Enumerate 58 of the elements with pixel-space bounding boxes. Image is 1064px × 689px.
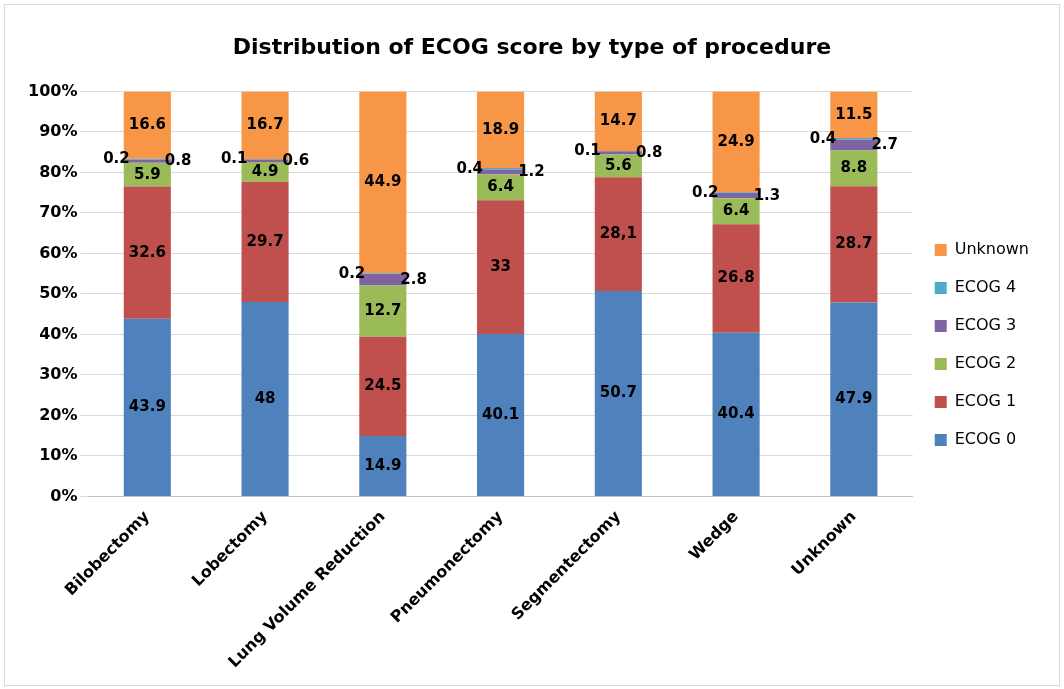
data-label: 0.2 — [338, 263, 366, 282]
data-label: 1.3 — [753, 185, 781, 204]
legend-label: ECOG 3 — [954, 315, 1017, 335]
data-label: 0.1 — [574, 141, 601, 160]
data-label: 0.8 — [164, 150, 192, 169]
data-label: 0.4 — [456, 158, 484, 177]
legend-label: ECOG 1 — [954, 391, 1017, 411]
data-label: 24.5 — [364, 376, 402, 395]
data-label: 16.6 — [128, 114, 166, 133]
y-tick-label: 70% — [39, 202, 78, 222]
y-tick-label: 100% — [27, 80, 78, 100]
data-label: 11.5 — [835, 104, 873, 123]
data-label: 0.8 — [635, 142, 663, 161]
data-label: 12.7 — [364, 301, 402, 320]
data-label: 14.9 — [364, 455, 402, 474]
data-label: 14.7 — [599, 111, 637, 130]
data-label: 28.7 — [835, 234, 873, 253]
legend-label: Unknown — [954, 239, 1030, 259]
data-label: 5.9 — [134, 164, 161, 183]
chart-title: Distribution of ECOG score by type of procedure — [232, 33, 832, 59]
data-label: 18.9 — [482, 119, 520, 138]
data-label: 6.4 — [487, 177, 514, 196]
data-label: 32.6 — [128, 242, 166, 261]
data-label: 40.1 — [482, 404, 520, 423]
y-tick-label: 20% — [39, 404, 78, 424]
y-tick-label: 0% — [50, 485, 78, 505]
data-label: 44.9 — [364, 172, 402, 191]
y-tick-label: 10% — [39, 445, 78, 465]
legend-label: ECOG 0 — [954, 429, 1017, 449]
y-tick-label: 80% — [39, 161, 78, 181]
data-label: 1.2 — [518, 161, 545, 180]
data-label: 40.4 — [717, 404, 755, 423]
data-label: 28,1 — [599, 224, 637, 243]
legend-label: ECOG 4 — [954, 277, 1017, 297]
data-label: 5.6 — [605, 155, 632, 174]
y-tick-label: 30% — [39, 364, 78, 384]
y-tick-label: 40% — [39, 323, 78, 343]
data-label: 50.7 — [599, 383, 637, 402]
y-tick-label: 60% — [39, 242, 78, 262]
data-label: 4.9 — [251, 161, 279, 180]
data-label: 24.9 — [717, 131, 755, 150]
data-label: 0.2 — [103, 148, 130, 167]
data-label: 8.8 — [840, 158, 868, 177]
data-label: 0.2 — [691, 182, 719, 201]
data-label: 26.8 — [717, 268, 755, 287]
data-label: 0.6 — [282, 150, 310, 169]
y-tick-label: 90% — [39, 121, 78, 141]
data-label: 29.7 — [246, 231, 284, 250]
data-label: 16.7 — [246, 115, 284, 134]
data-label: 33 — [490, 257, 512, 276]
data-label: 0.4 — [809, 128, 837, 147]
data-label: 0.1 — [220, 149, 248, 168]
y-tick-label: 50% — [39, 283, 78, 303]
data-label: 47.9 — [835, 389, 873, 408]
data-label: 48 — [254, 388, 276, 407]
data-label: 6.4 — [722, 201, 750, 220]
legend-label: ECOG 2 — [954, 353, 1017, 373]
data-label: 43.9 — [128, 397, 166, 416]
